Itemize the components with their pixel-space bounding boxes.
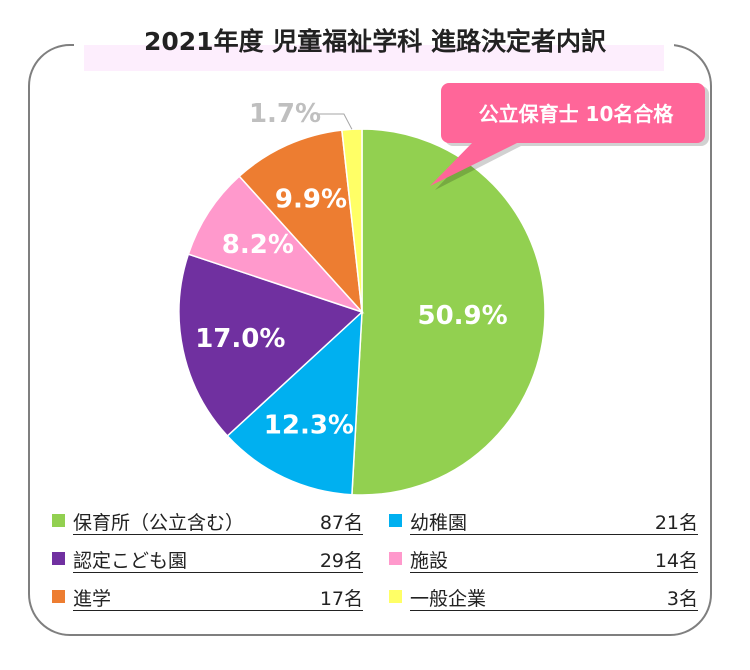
legend-value: 21名 xyxy=(654,512,698,534)
legend-value: 14名 xyxy=(654,550,698,572)
legend-swatch xyxy=(52,590,65,603)
chart-title: 2021年度 児童福祉学科 進路決定者内訳 xyxy=(144,27,606,56)
legend-value: 87名 xyxy=(319,512,363,534)
pie-slice-5 xyxy=(341,128,363,313)
legend-label: 進学 xyxy=(73,588,112,610)
pie-slice-0 xyxy=(351,128,546,496)
legend-item: 認定こども園 29名 xyxy=(52,544,363,573)
legend-label: 認定こども園 xyxy=(73,550,188,572)
legend-value: 29名 xyxy=(319,550,363,572)
legend-item: 一般企業 3名 xyxy=(389,582,698,611)
data-label: 12.3% xyxy=(264,411,354,441)
legend-item: 保育所（公立含む） 87名 xyxy=(52,506,363,535)
pie-slice-2 xyxy=(178,253,364,438)
legend-label: 施設 xyxy=(410,550,449,572)
pie-slice-1 xyxy=(226,310,363,496)
callout-text: 公立保育士 10名合格 xyxy=(479,102,675,126)
data-label: 9.9% xyxy=(275,185,347,215)
legend-label: 一般企業 xyxy=(410,588,487,610)
legend-swatch xyxy=(389,590,402,603)
pie-slice-3 xyxy=(187,175,365,314)
pie-slice-4 xyxy=(238,129,364,315)
data-label: 17.0% xyxy=(195,324,285,354)
legend-value: 17名 xyxy=(319,588,363,610)
legend-swatch xyxy=(389,514,402,527)
legend-swatch xyxy=(52,552,65,565)
legend-swatch xyxy=(389,552,402,565)
data-label: 8.2% xyxy=(222,230,294,260)
legend-item: 施設 14名 xyxy=(389,544,698,573)
callout-bubble xyxy=(430,83,705,186)
leader-line xyxy=(319,113,353,130)
data-label: 1.7% xyxy=(249,99,321,129)
data-label: 50.9% xyxy=(418,301,508,331)
legend-swatch xyxy=(52,514,65,527)
legend-item: 進学 17名 xyxy=(52,582,363,611)
legend-label: 保育所（公立含む） xyxy=(73,512,245,534)
legend-label: 幼稚園 xyxy=(410,512,468,534)
legend-value: 3名 xyxy=(666,588,698,610)
title-highlight xyxy=(84,45,664,71)
legend-item: 幼稚園 21名 xyxy=(389,506,698,535)
